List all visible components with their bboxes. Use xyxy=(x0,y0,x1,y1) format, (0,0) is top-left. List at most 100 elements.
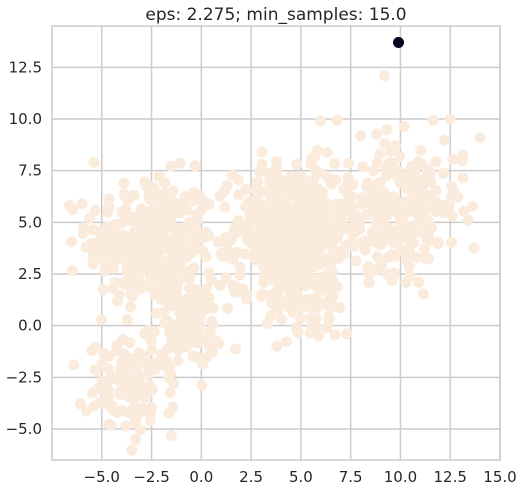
cluster-point xyxy=(109,219,121,231)
cluster-point xyxy=(356,198,368,210)
cluster-point xyxy=(356,236,368,248)
cluster-point xyxy=(222,303,234,314)
cluster-point xyxy=(184,282,196,294)
cluster-point xyxy=(140,392,152,403)
cluster-point xyxy=(158,306,170,318)
cluster-point xyxy=(136,230,148,242)
cluster-point xyxy=(96,358,108,369)
cluster-point xyxy=(305,319,317,331)
cluster-point xyxy=(350,255,362,267)
cluster-point xyxy=(391,231,403,243)
cluster-point xyxy=(370,216,382,228)
cluster-point xyxy=(292,327,304,339)
cluster-point xyxy=(122,235,134,246)
cluster-point xyxy=(462,214,474,226)
cluster-point xyxy=(214,190,226,202)
cluster-point xyxy=(412,156,424,168)
cluster-point xyxy=(118,188,130,200)
cluster-point xyxy=(430,156,442,168)
cluster-point xyxy=(109,276,121,288)
cluster-point xyxy=(196,379,208,391)
cluster-point xyxy=(417,288,429,300)
cluster-point xyxy=(76,198,88,210)
cluster-point xyxy=(331,281,343,292)
cluster-point xyxy=(201,351,213,363)
cluster-point xyxy=(417,181,429,192)
cluster-point xyxy=(309,190,321,202)
cluster-point xyxy=(230,343,241,355)
cluster-point xyxy=(214,279,226,291)
cluster-point xyxy=(322,279,333,290)
cluster-point xyxy=(249,193,261,205)
cluster-point xyxy=(415,144,427,156)
x-tick-label: 12.5 xyxy=(434,468,467,486)
cluster-point xyxy=(199,295,211,306)
cluster-point xyxy=(474,132,486,144)
cluster-point xyxy=(146,264,157,276)
cluster-point xyxy=(447,153,459,165)
y-tick-label: −5.0 xyxy=(6,420,42,438)
cluster-point xyxy=(130,433,142,445)
cluster-point xyxy=(141,206,153,218)
cluster-point xyxy=(276,314,287,326)
cluster-point xyxy=(236,219,248,231)
y-tick-label: 0.0 xyxy=(18,317,42,335)
cluster-point xyxy=(443,199,455,211)
cluster-point xyxy=(371,157,383,168)
cluster-point xyxy=(313,330,325,342)
cluster-point xyxy=(280,223,292,235)
cluster-point xyxy=(292,295,304,307)
cluster-point xyxy=(407,185,418,197)
cluster-point xyxy=(311,145,323,157)
cluster-point xyxy=(284,286,296,298)
cluster-point xyxy=(227,254,239,266)
cluster-point xyxy=(468,242,480,254)
cluster-point xyxy=(280,336,292,348)
cluster-point xyxy=(200,283,212,295)
cluster-point xyxy=(384,157,396,168)
cluster-point xyxy=(114,232,126,244)
cluster-point xyxy=(327,266,338,278)
cluster-point xyxy=(136,217,148,228)
cluster-point xyxy=(102,261,114,273)
cluster-point xyxy=(101,390,113,402)
cluster-point xyxy=(195,204,207,216)
cluster-point xyxy=(167,295,179,307)
cluster-point xyxy=(314,198,326,210)
cluster-point xyxy=(172,355,184,367)
cluster-point xyxy=(114,244,126,256)
cluster-point xyxy=(307,215,318,227)
cluster-point xyxy=(120,420,132,432)
cluster-point xyxy=(282,270,294,281)
cluster-point xyxy=(326,200,338,212)
cluster-point xyxy=(315,115,327,127)
cluster-point xyxy=(145,407,156,419)
cluster-point xyxy=(135,283,146,295)
cluster-point xyxy=(390,140,401,152)
cluster-point xyxy=(334,302,346,314)
x-tick-label: 0.0 xyxy=(189,468,213,486)
cluster-point xyxy=(105,419,117,431)
cluster-point xyxy=(338,183,350,195)
cluster-point xyxy=(414,226,426,238)
cluster-point xyxy=(458,205,470,217)
x-tick-label: 7.5 xyxy=(339,468,363,486)
cluster-point xyxy=(307,178,319,190)
cluster-point xyxy=(174,207,185,219)
cluster-point xyxy=(311,250,323,262)
cluster-point xyxy=(171,278,183,290)
cluster-point xyxy=(343,198,355,210)
cluster-point xyxy=(147,227,159,239)
cluster-point xyxy=(467,200,479,212)
cluster-point xyxy=(413,210,425,222)
cluster-point xyxy=(425,176,437,188)
cluster-point xyxy=(430,185,442,197)
cluster-point xyxy=(311,167,323,179)
cluster-point xyxy=(121,381,133,393)
cluster-point xyxy=(387,273,399,285)
cluster-point xyxy=(331,114,343,126)
cluster-point xyxy=(122,314,134,326)
cluster-point xyxy=(267,223,279,235)
cluster-point xyxy=(381,124,393,136)
